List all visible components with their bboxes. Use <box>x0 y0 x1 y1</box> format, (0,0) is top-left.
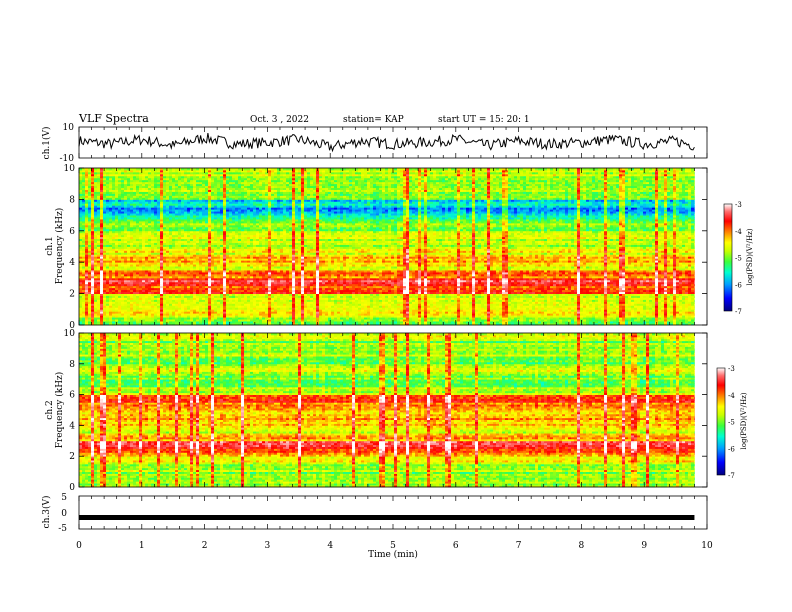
ch1-waveform-line <box>79 133 694 151</box>
station-label: station= KAP <box>343 115 404 125</box>
start-time-label: start UT = 15: 20: 1 <box>438 115 530 125</box>
figure-title: VLF Spectra <box>78 112 149 125</box>
ch1-ylabel: ch.1(V) <box>41 127 52 160</box>
ch1-ytick-bottom: -10 <box>60 154 75 164</box>
ch1-ytick-top: 10 <box>63 123 75 133</box>
vlf-spectra-figure: VLF Spectra Oct. 3 , 2022 station= KAP s… <box>0 0 792 612</box>
heatmap-empty-region <box>694 168 707 325</box>
date-label: Oct. 3 , 2022 <box>250 115 309 125</box>
ch1-waveform-panel: 10 -10 ch.1(V) <box>41 123 707 164</box>
ch1-spectrogram-heatmap <box>79 168 707 325</box>
